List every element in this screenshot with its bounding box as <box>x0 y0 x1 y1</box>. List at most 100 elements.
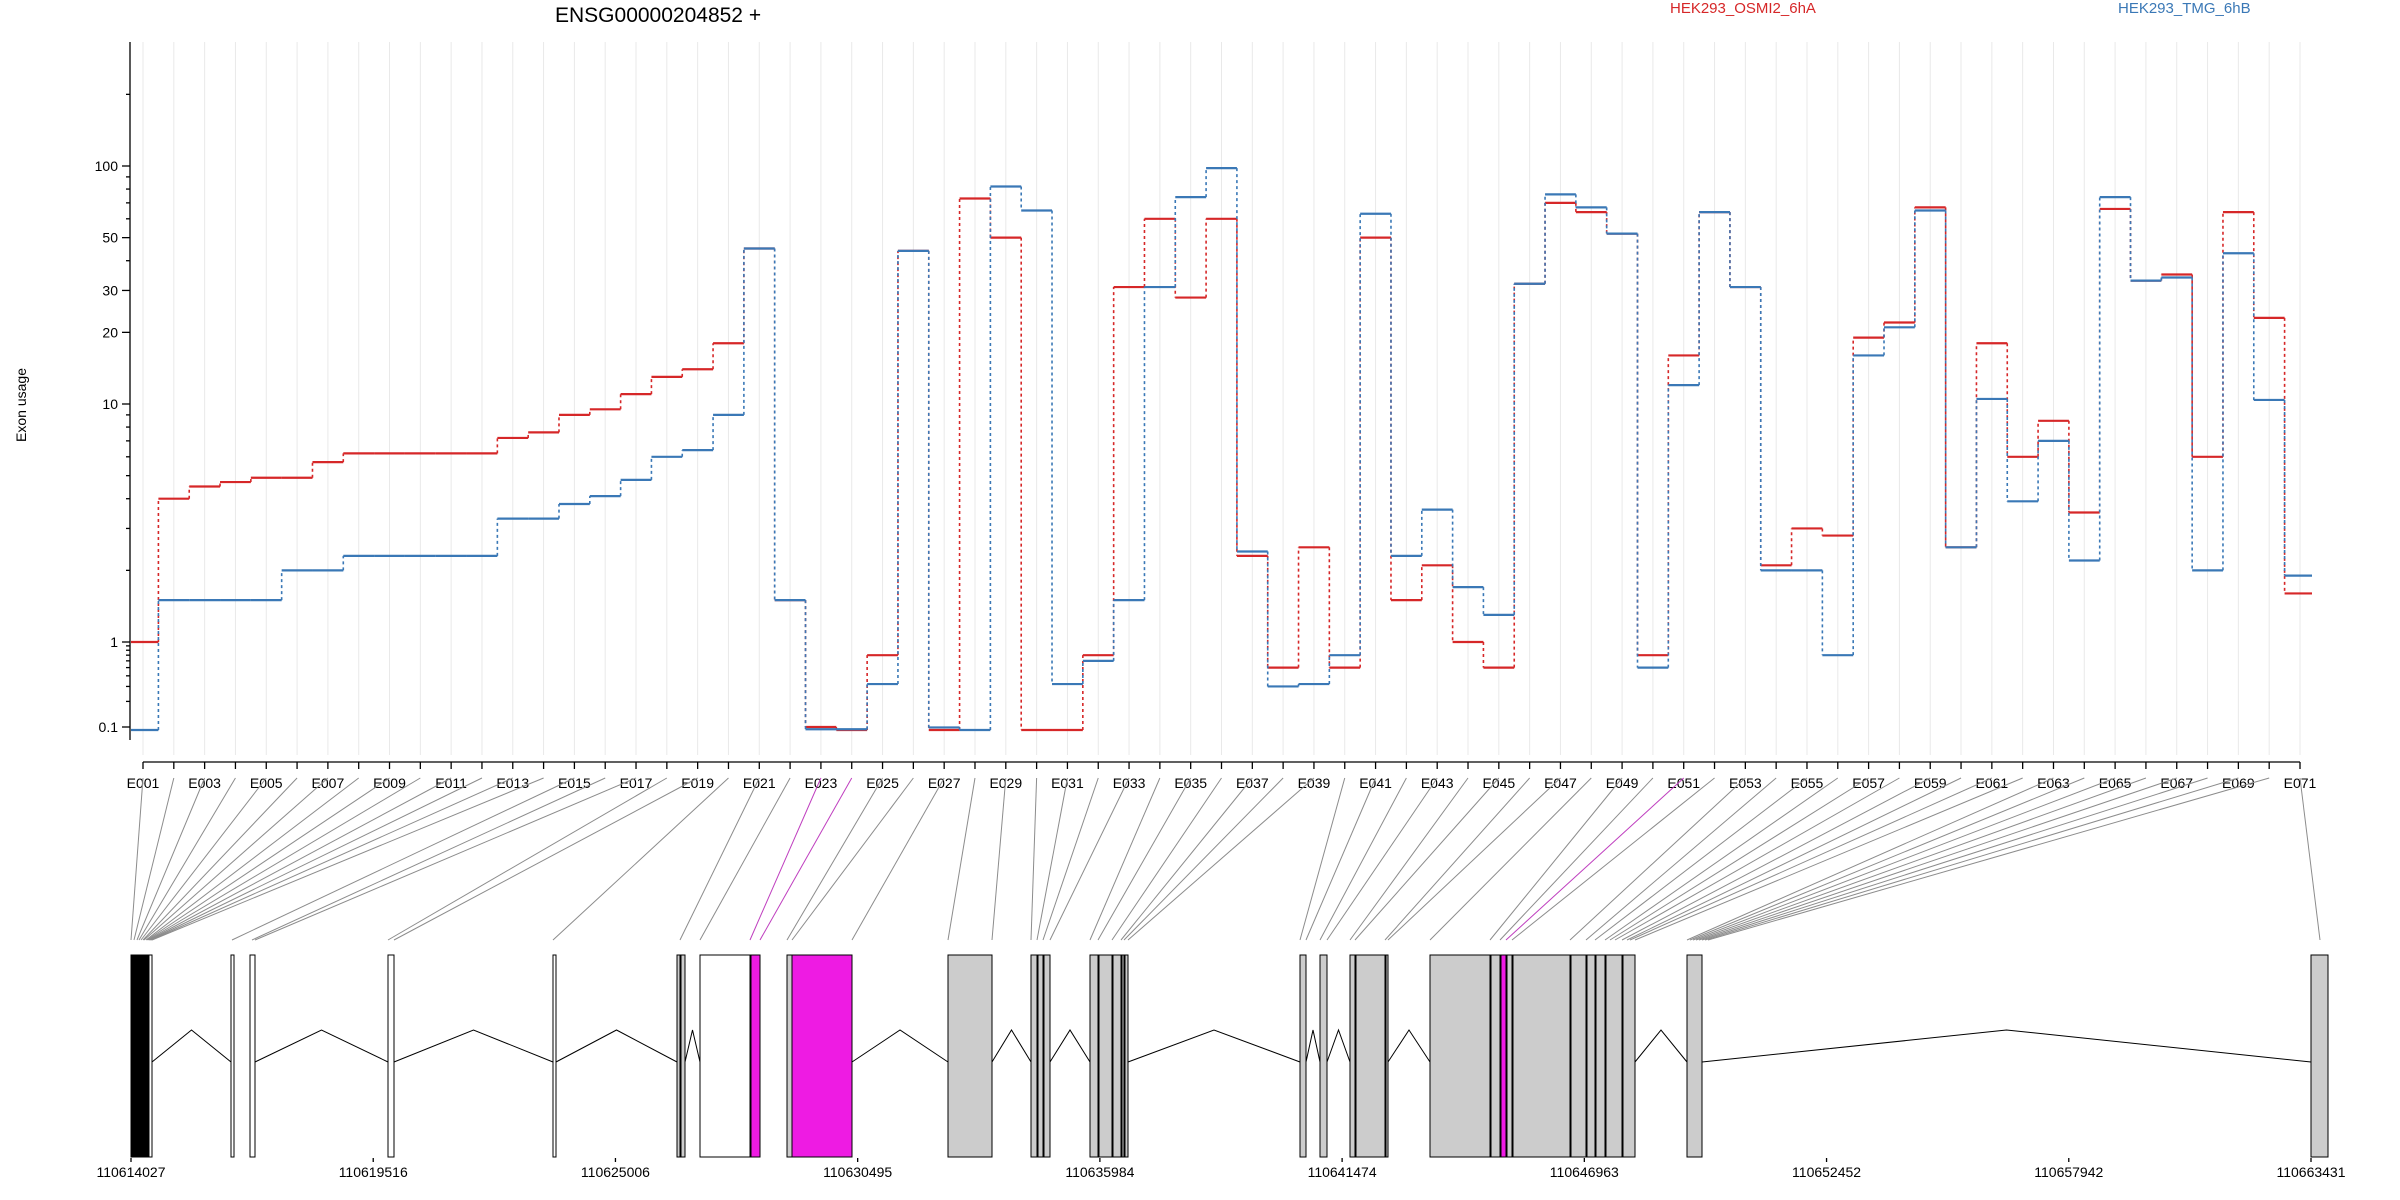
exon-mapping-line <box>1585 777 1777 941</box>
exon-tick-label: E043 <box>1421 775 1454 791</box>
gene-exon-box <box>552 954 557 1158</box>
exon-mapping-line <box>1429 777 1592 941</box>
exon-tick-label: E019 <box>681 775 714 791</box>
exon-mapping-line <box>1489 777 1623 941</box>
gene-exon-box <box>1512 954 1571 1158</box>
genomic-tick-label: 110614027 <box>96 1164 165 1180</box>
exon-mapping-line <box>1511 777 1715 941</box>
exon-tick-label: E021 <box>743 775 776 791</box>
exon-tick-label: E047 <box>1544 775 1577 791</box>
legend-entry: HEK293_OSMI2_6hA <box>1670 0 1816 17</box>
exon-mapping-line <box>1387 777 1561 941</box>
exon-tick-label: E007 <box>312 775 345 791</box>
intron-line <box>684 1029 701 1063</box>
exon-mapping-line <box>786 777 883 941</box>
exon-mapping-line <box>1695 777 2147 941</box>
exon-mapping-line <box>1505 777 1685 941</box>
gene-exon-box <box>1098 954 1113 1158</box>
exon-mapping-line <box>130 777 144 941</box>
exon-mapping-line <box>231 777 575 941</box>
gene-exon-box <box>137 954 142 1158</box>
intron-line <box>991 1029 1032 1063</box>
exon-mapping-line <box>1707 777 2270 941</box>
exon-mapping-line <box>251 777 606 941</box>
exon-mapping-line <box>1686 777 2054 941</box>
gene-exon-box <box>1595 954 1606 1158</box>
exon-tick-label: E027 <box>928 775 961 791</box>
y-tick-label: 100 <box>95 158 119 174</box>
exon-mapping-line <box>393 777 698 941</box>
series-layer <box>131 166 2312 732</box>
gene-exon-box <box>148 954 153 1158</box>
exon-mapping-line <box>679 777 760 941</box>
gene-exon-box <box>1429 954 1491 1158</box>
gene-exon-box <box>2310 954 2329 1158</box>
legend: HEK293_OSMI2_6hA HEK293_TMG_6hB <box>1670 0 2251 17</box>
genomic-tick-label: 110652452 <box>1792 1164 1861 1180</box>
gene-exon-box <box>1112 954 1122 1158</box>
intron-line <box>555 1029 678 1063</box>
exon-tick-label: E055 <box>1791 775 1824 791</box>
intron-line <box>1387 1029 1431 1063</box>
exon-mapping-line <box>851 777 945 941</box>
genomic-tick-label: 110663431 <box>2276 1164 2345 1180</box>
intron-line <box>254 1029 389 1063</box>
chart-title: ENSG00000204852 + <box>555 4 761 27</box>
exon-mapping-line <box>1127 777 1315 941</box>
exon-mapping-line <box>1326 777 1438 941</box>
gene-exon-box <box>676 954 681 1158</box>
exon-mapping-line <box>1097 777 1192 941</box>
exon-tick-label: E057 <box>1852 775 1885 791</box>
intron-line <box>1049 1029 1091 1063</box>
y-tick-label: 50 <box>102 230 118 246</box>
exon-tick-labels: E001 E003 E005 E007 E009 E011 E013 E015 E017 E019… <box>127 762 2317 791</box>
exon-tick-label: E035 <box>1174 775 1207 791</box>
exon-mapping-line <box>1030 777 1038 941</box>
genomic-tick-label: 110641474 <box>1308 1164 1377 1180</box>
exon-mapping-line <box>1621 777 1931 941</box>
exon-mapping-line <box>1629 777 1993 941</box>
exon-mapping-line <box>699 777 791 941</box>
exon-mapping-line <box>1384 777 1531 941</box>
exon-mapping-line <box>1626 777 1962 941</box>
exon-mapping-line <box>1349 777 1469 941</box>
exon-mapping-line <box>1319 777 1407 941</box>
gene-exon-box <box>1570 954 1587 1158</box>
exon-mapping-line <box>1089 777 1161 941</box>
exon-mapping-line <box>1689 777 2085 941</box>
intron-line <box>1701 1029 2312 1063</box>
gene-exon-box <box>1124 954 1129 1158</box>
exon-tick-label: E029 <box>989 775 1022 791</box>
gene-exon-box <box>144 954 149 1158</box>
intron-line <box>1305 1029 1321 1063</box>
exon-tick-label: E051 <box>1667 775 1700 791</box>
exon-mapping-line <box>759 777 853 941</box>
gene-exon-box <box>680 954 686 1158</box>
gene-exon-box <box>947 954 993 1158</box>
exon-tick-label: E045 <box>1482 775 1515 791</box>
exon-tick-label: E069 <box>2222 775 2255 791</box>
gene-exon-box <box>1030 954 1038 1158</box>
exon-tick-label: E009 <box>373 775 406 791</box>
exon-mapping-line <box>149 777 483 941</box>
exon-tick-label: E003 <box>188 775 221 791</box>
exon-mapping-line <box>1123 777 1284 941</box>
intron-line <box>393 1029 554 1063</box>
exon-mapping-line <box>791 777 914 941</box>
y-tick-label: 20 <box>102 324 118 340</box>
y-tick-label: 30 <box>102 282 118 298</box>
exon-tick-label: E049 <box>1606 775 1639 791</box>
exon-mapping-line <box>150 777 513 941</box>
exon-tick-label: E017 <box>620 775 653 791</box>
genomic-tick-label: 110630495 <box>823 1164 892 1180</box>
exon-mapping-line <box>1354 777 1500 941</box>
genomic-tick-label: 110625006 <box>581 1164 650 1180</box>
exon-mapping-line <box>749 777 822 941</box>
gene-exon-box <box>1385 954 1389 1158</box>
gene-exon-box <box>1043 954 1051 1158</box>
gene-exon-box <box>1089 954 1099 1158</box>
exon-tick-label: E065 <box>2099 775 2132 791</box>
genomic-tick-label: 110619516 <box>339 1164 408 1180</box>
genomic-tick-label: 110646963 <box>1550 1164 1619 1180</box>
gene-exon-box <box>1500 954 1507 1158</box>
